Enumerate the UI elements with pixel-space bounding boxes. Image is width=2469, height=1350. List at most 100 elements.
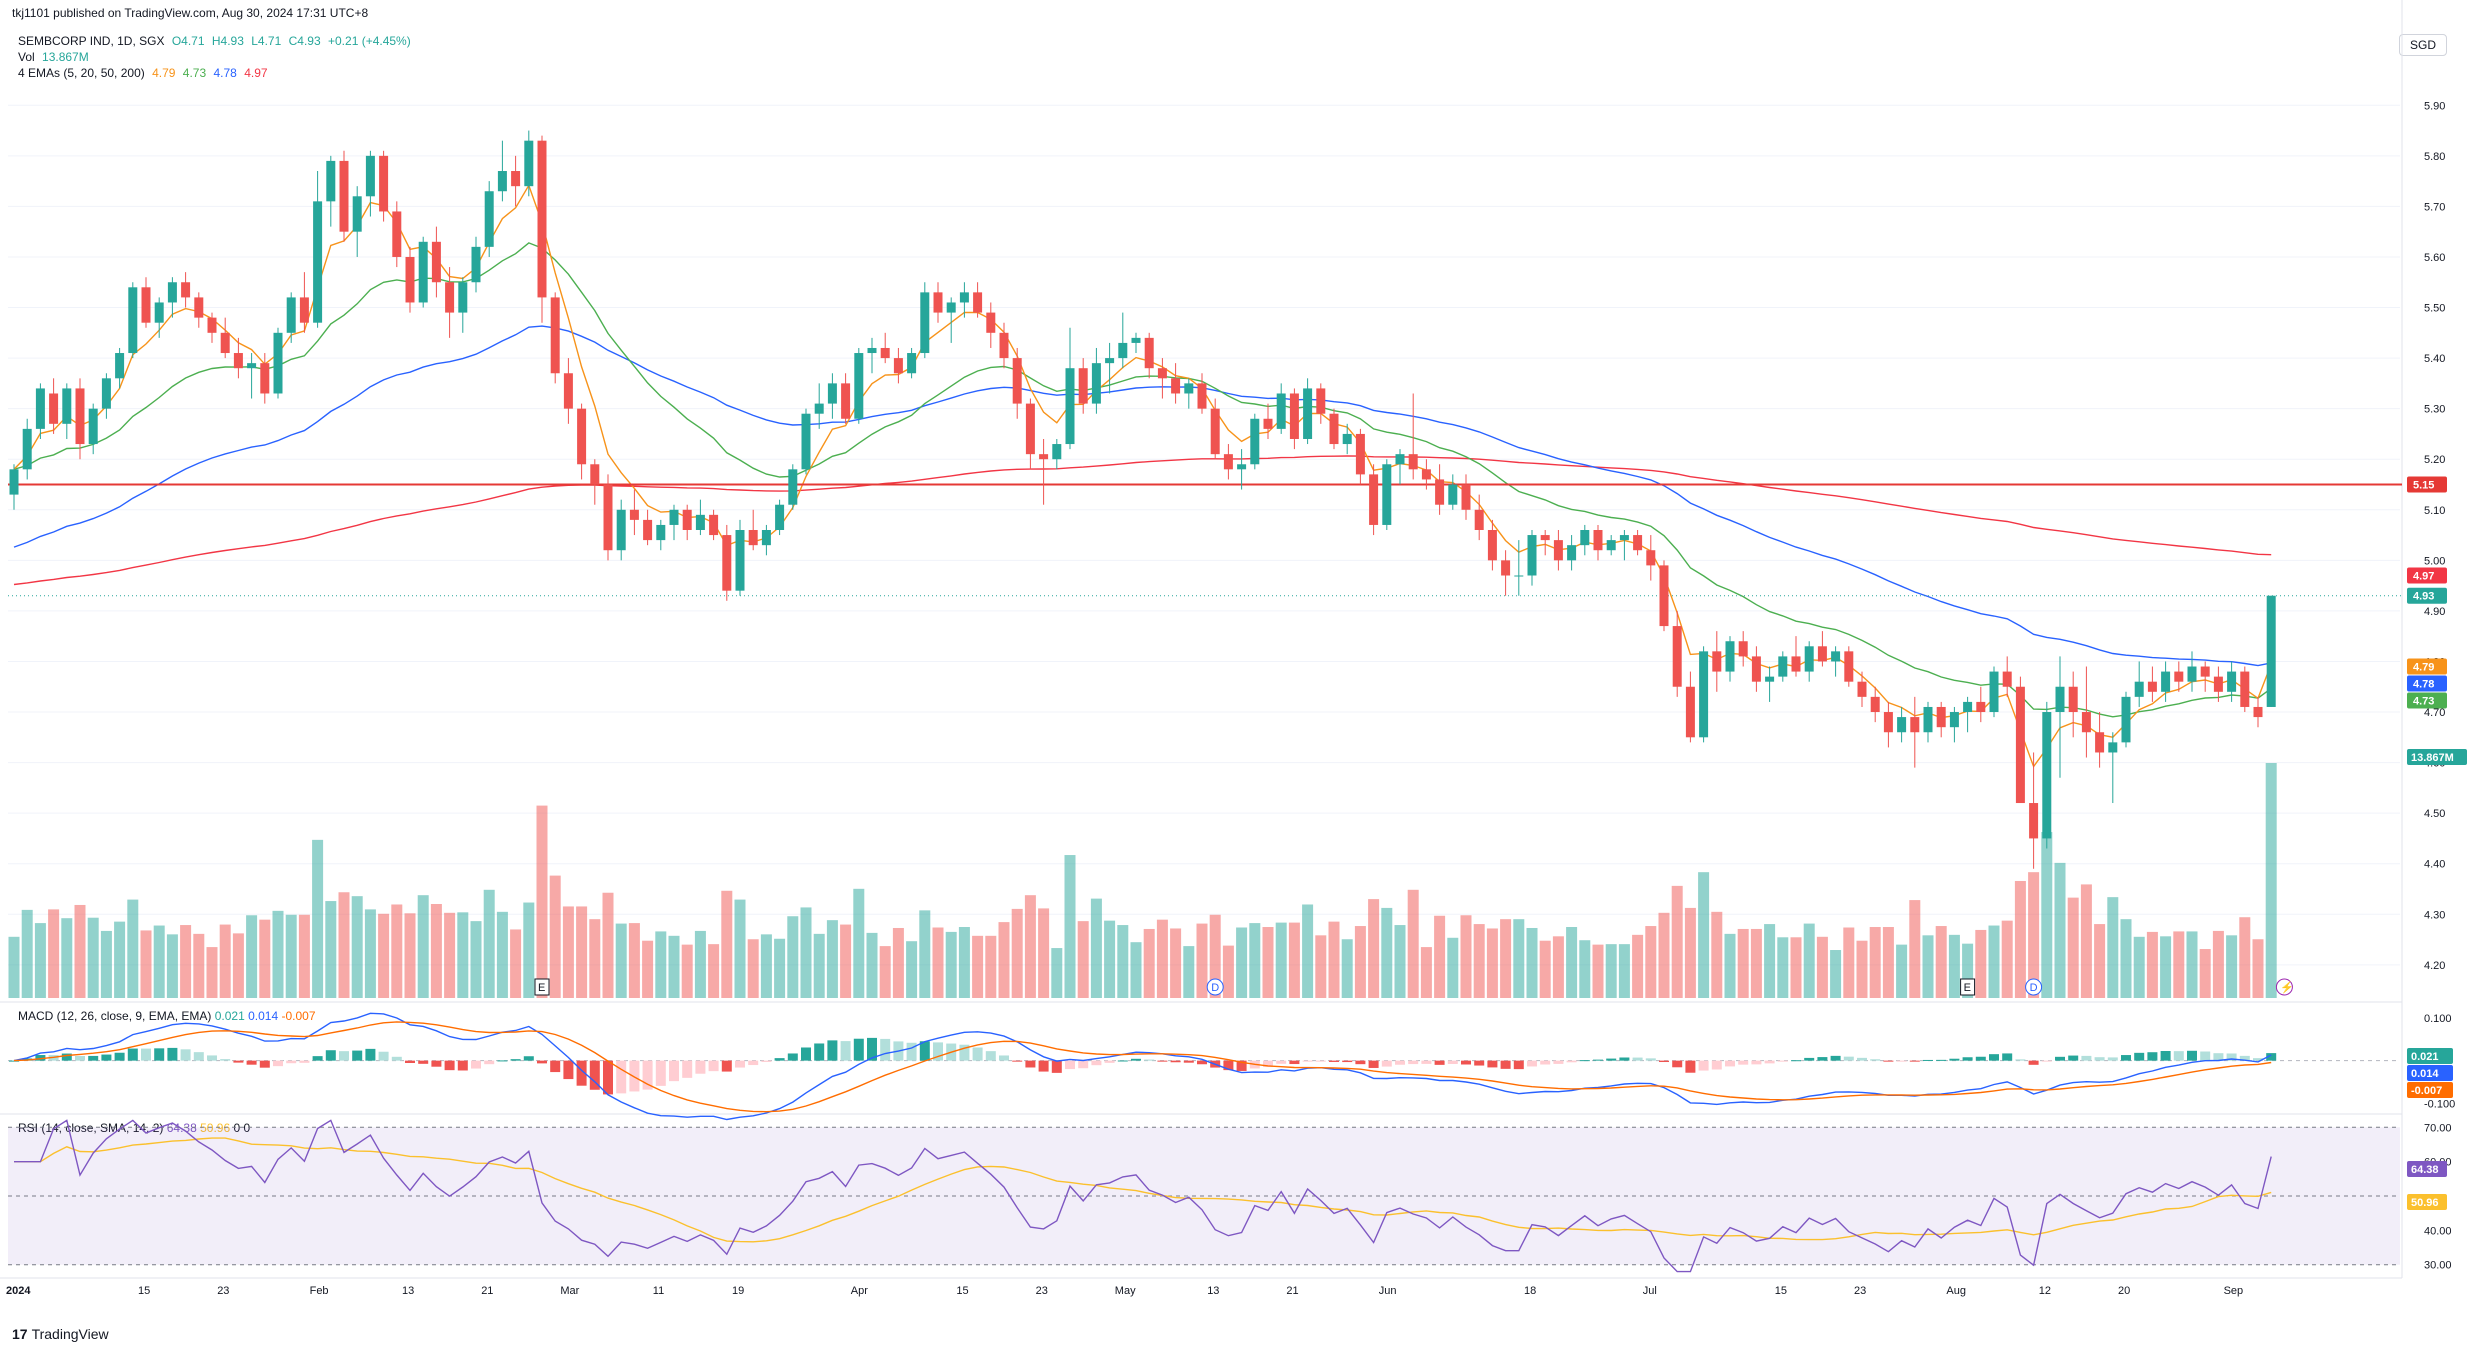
time-tick-10: 15 bbox=[956, 1285, 968, 1297]
volume-bar-141 bbox=[1869, 927, 1881, 998]
candle-body-15 bbox=[207, 317, 217, 333]
ema50-line bbox=[13, 325, 2272, 667]
macd-hist-bar-120 bbox=[1593, 1059, 1603, 1061]
volume-bar-13 bbox=[180, 925, 192, 998]
macd-tick-0: 0.100 bbox=[2424, 1013, 2452, 1025]
volume-bar-77 bbox=[1024, 895, 1036, 998]
volume-bar-133 bbox=[1764, 924, 1776, 998]
candle-body-42 bbox=[563, 373, 573, 409]
volume-bar-154 bbox=[2041, 832, 2053, 998]
candle-body-57 bbox=[761, 530, 771, 546]
candle-body-149 bbox=[1976, 701, 1986, 713]
time-tick-19: 23 bbox=[1854, 1285, 1866, 1297]
volume-bar-168 bbox=[2226, 935, 2238, 998]
volume-bar-114 bbox=[1513, 919, 1525, 998]
volume-bar-27 bbox=[364, 909, 376, 998]
volume-bar-166 bbox=[2199, 949, 2211, 998]
candle-body-163 bbox=[2161, 671, 2171, 692]
macd-hist-bar-63 bbox=[840, 1041, 851, 1061]
volume-bar-4 bbox=[61, 918, 73, 998]
time-tick-0: 2024 bbox=[6, 1285, 31, 1297]
macd-hist-bar-49 bbox=[655, 1060, 666, 1086]
time-tick-2: 23 bbox=[217, 1285, 229, 1297]
macd-hist-bar-143 bbox=[1896, 1060, 1907, 1062]
macd-hist-bar-5 bbox=[75, 1055, 85, 1061]
macd-label-bg-0 bbox=[2407, 1048, 2453, 1064]
macd-hist-bar-23 bbox=[312, 1056, 323, 1061]
time-tick-22: 20 bbox=[2118, 1285, 2130, 1297]
volume-bar-58 bbox=[774, 938, 786, 998]
macd-hist-bar-44 bbox=[589, 1060, 600, 1090]
macd-hist-bar-103 bbox=[1368, 1060, 1379, 1068]
currency-button[interactable]: SGD bbox=[2398, 34, 2447, 56]
volume-bar-57 bbox=[760, 934, 772, 998]
candle-body-94 bbox=[1250, 418, 1260, 465]
volume-bar-15 bbox=[206, 947, 218, 998]
price-tick-16: 4.30 bbox=[2424, 909, 2445, 921]
candle-body-165 bbox=[2187, 666, 2197, 682]
candle-body-98 bbox=[1303, 388, 1313, 439]
macd-hist-bar-89 bbox=[1183, 1060, 1194, 1063]
volume-bar-33 bbox=[444, 912, 456, 998]
rsi-axis-label-0: 64.38 bbox=[2411, 1164, 2439, 1176]
candle-body-13 bbox=[181, 282, 191, 298]
candle-body-145 bbox=[1923, 706, 1933, 733]
candle-body-167 bbox=[2213, 676, 2223, 692]
volume-bar-43 bbox=[576, 906, 588, 998]
candle-body-40 bbox=[537, 140, 547, 298]
candle-body-29 bbox=[392, 211, 402, 257]
volume-bar-80 bbox=[1064, 855, 1076, 998]
symbol-name[interactable]: SEMBCORP IND, 1D, SGX bbox=[18, 34, 165, 48]
volume-bar-14 bbox=[193, 933, 205, 998]
price-tick-1: 5.80 bbox=[2424, 151, 2445, 163]
candle-body-123 bbox=[1633, 535, 1643, 551]
macd-hist-bar-147 bbox=[1949, 1058, 1960, 1061]
macd-hist-bar-30 bbox=[405, 1060, 415, 1063]
candle-body-133 bbox=[1765, 676, 1775, 682]
macd-hist-bar-48 bbox=[642, 1060, 653, 1090]
macd-hist-bar-88 bbox=[1170, 1060, 1181, 1063]
macd-hist-bar-14 bbox=[193, 1052, 204, 1061]
price-tick-3: 5.60 bbox=[2424, 252, 2445, 264]
volume-bar-125 bbox=[1658, 912, 1670, 998]
time-tick-8: 19 bbox=[732, 1285, 744, 1297]
macd-hist-bar-105 bbox=[1395, 1060, 1405, 1065]
price-label-2: 4.93 bbox=[2413, 591, 2434, 603]
volume-bar-101 bbox=[1341, 939, 1353, 998]
candle-body-139 bbox=[1844, 651, 1854, 682]
volume-legend[interactable]: Vol 13.867M bbox=[18, 50, 93, 64]
macd-hist-bar-59 bbox=[787, 1053, 798, 1061]
rsi-tick-2: 40.00 bbox=[2424, 1225, 2452, 1237]
rsi-ma-line bbox=[14, 1137, 2272, 1243]
candle-body-129 bbox=[1712, 651, 1722, 672]
macd-hist-bar-6 bbox=[88, 1055, 99, 1061]
macd-hist-bar-125 bbox=[1659, 1060, 1669, 1063]
candle-body-127 bbox=[1685, 686, 1695, 738]
volume-bar-48 bbox=[642, 940, 654, 998]
volume-bar-122 bbox=[1618, 944, 1630, 998]
macd-hist-bar-145 bbox=[1923, 1059, 1933, 1061]
candle-body-132 bbox=[1751, 656, 1761, 682]
macd-hist-bar-135 bbox=[1791, 1060, 1801, 1062]
macd-hist-bar-2 bbox=[35, 1055, 46, 1061]
candle-body-5 bbox=[75, 388, 85, 445]
macd-hist-bar-62 bbox=[827, 1040, 838, 1061]
macd-legend[interactable]: MACD (12, 26, close, 9, EMA, EMA) 0.021 … bbox=[18, 1009, 316, 1023]
macd-hist-bar-151 bbox=[2002, 1053, 2013, 1061]
candle-body-117 bbox=[1553, 540, 1563, 561]
ema-legend[interactable]: 4 EMAs (5, 20, 50, 200) 4.79 4.73 4.78 4… bbox=[18, 66, 272, 80]
volume-bar-88 bbox=[1170, 928, 1182, 998]
volume-bar-50 bbox=[668, 935, 680, 998]
macd-hist-bar-116 bbox=[1540, 1060, 1551, 1065]
macd-hist-bar-8 bbox=[114, 1052, 125, 1061]
candle-body-130 bbox=[1725, 641, 1735, 672]
candle-body-38 bbox=[511, 171, 521, 187]
macd-hist-bar-163 bbox=[2160, 1050, 2171, 1061]
published-credit: tkj1101 published on TradingView.com, Au… bbox=[12, 6, 369, 20]
volume-bar-116 bbox=[1539, 940, 1551, 998]
candle-body-50 bbox=[669, 509, 679, 525]
macd-hist-bar-97 bbox=[1289, 1060, 1300, 1065]
volume-bar-65 bbox=[866, 932, 878, 998]
candle-body-150 bbox=[1989, 671, 1999, 713]
